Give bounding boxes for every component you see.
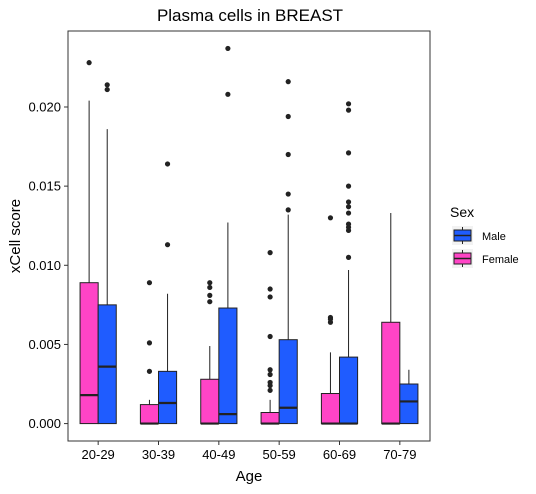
plot-panel xyxy=(67,30,431,442)
y-axis-label: xCell score xyxy=(7,199,24,273)
outlier-point-female xyxy=(267,379,273,386)
box-male-20-29 xyxy=(97,82,117,425)
outlier-point-female xyxy=(327,215,334,221)
box-male-70-79 xyxy=(399,369,419,425)
outlier-point-male xyxy=(104,86,110,93)
outlier-point-female xyxy=(267,371,273,378)
x-tick-label: 20-29 xyxy=(82,447,115,462)
iqr-box-male xyxy=(339,356,359,425)
iqr-box-female xyxy=(381,321,401,425)
outlier-point-male xyxy=(164,161,171,167)
outlier-point-male xyxy=(285,113,291,120)
y-tick-label: 0.010 xyxy=(28,258,61,273)
outlier-point-male xyxy=(345,183,352,189)
x-axis-label: Age xyxy=(236,468,263,485)
y-tick-label: 0.000 xyxy=(28,416,61,431)
outlier-point-female xyxy=(267,367,273,373)
outlier-point-female xyxy=(207,284,213,291)
iqr-box-female xyxy=(79,282,99,425)
outlier-point-male xyxy=(225,45,231,52)
y-axis: 0.000 0.005 0.010 0.015 0.020 xyxy=(28,99,68,431)
outlier-point-male xyxy=(285,79,291,85)
box-female-30-39 xyxy=(139,280,159,425)
box-male-50-59 xyxy=(278,79,298,425)
outlier-point-male xyxy=(345,221,352,227)
legend-title: Sex xyxy=(450,204,474,220)
outlier-point-female xyxy=(267,333,273,340)
outlier-point-female xyxy=(267,294,273,300)
iqr-box-male xyxy=(97,304,117,425)
box-male-40-49 xyxy=(218,45,238,425)
iqr-box-male xyxy=(278,339,298,425)
outlier-point-male xyxy=(345,204,352,210)
box-male-30-39 xyxy=(158,161,178,425)
legend-key-female xyxy=(452,249,473,268)
outlier-point-male xyxy=(345,150,352,156)
outlier-point-female xyxy=(146,280,153,286)
outlier-point-female xyxy=(267,387,273,393)
outlier-point-male xyxy=(164,242,171,248)
iqr-box-female xyxy=(260,412,280,425)
outlier-point-male xyxy=(285,191,291,197)
legend-label-male: Male xyxy=(482,231,506,243)
legend-label-female: Female xyxy=(482,254,519,266)
x-axis: 20-29 30-39 40-49 50-59 60-69 70-79 xyxy=(82,441,416,462)
outlier-point-female xyxy=(146,368,153,374)
iqr-box-female xyxy=(139,404,159,425)
outlier-point-male xyxy=(345,199,352,205)
x-tick-label: 30-39 xyxy=(142,447,175,462)
chart-title: Plasma cells in BREAST xyxy=(157,6,343,25)
y-tick-label: 0.015 xyxy=(28,179,61,194)
iqr-box-female xyxy=(200,378,220,425)
outlier-point-female xyxy=(146,340,153,346)
outlier-point-female xyxy=(86,60,92,66)
box-female-70-79 xyxy=(381,213,401,425)
outlier-point-female xyxy=(267,286,273,292)
outlier-point-male xyxy=(285,207,291,213)
outlier-point-female xyxy=(207,299,213,305)
x-tick-label: 40-49 xyxy=(202,447,235,462)
iqr-box-male xyxy=(158,370,178,425)
outlier-point-male xyxy=(104,82,110,88)
outlier-point-male xyxy=(345,254,352,260)
y-tick-label: 0.020 xyxy=(28,99,61,114)
box-female-20-29 xyxy=(79,60,99,425)
outlier-point-male xyxy=(345,210,352,216)
outlier-point-male xyxy=(285,151,291,158)
iqr-box-male xyxy=(218,307,238,425)
x-tick-label: 70-79 xyxy=(383,447,416,462)
legend-key-male xyxy=(452,226,473,245)
outlier-point-male xyxy=(225,91,231,97)
box-male-60-69 xyxy=(339,101,359,425)
outlier-point-male xyxy=(345,101,352,107)
outlier-point-female xyxy=(207,280,213,286)
iqr-box-female xyxy=(320,393,340,425)
boxes-layer xyxy=(79,45,419,425)
outlier-point-male xyxy=(345,107,352,113)
outlier-point-female xyxy=(207,292,213,298)
x-tick-label: 50-59 xyxy=(263,447,296,462)
y-tick-label: 0.005 xyxy=(28,337,61,352)
box-female-40-49 xyxy=(200,280,220,425)
outlier-point-female xyxy=(327,314,334,321)
x-tick-label: 60-69 xyxy=(323,447,356,462)
legend: Sex Male Female xyxy=(450,204,519,268)
iqr-box-male xyxy=(399,383,419,425)
outlier-point-female xyxy=(267,250,273,256)
